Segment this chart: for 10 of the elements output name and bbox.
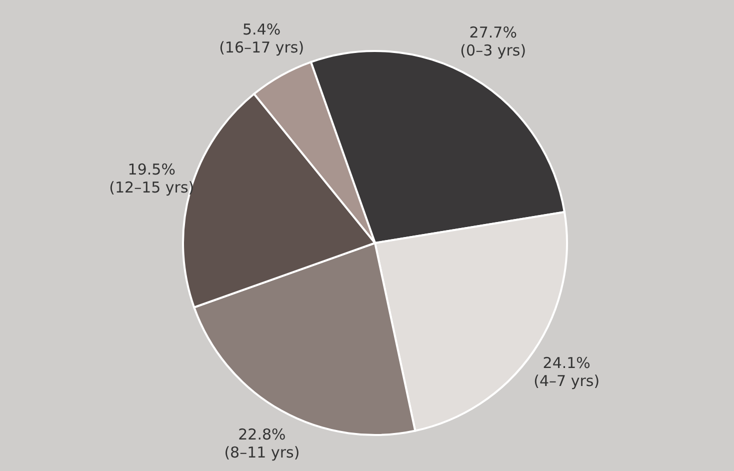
slice-label: (4–7 yrs): [534, 372, 600, 390]
slice-label: (8–11 yrs): [224, 444, 300, 462]
data-label: 22.8%: [238, 426, 286, 444]
slice-label: (12–15 yrs): [109, 178, 194, 196]
data-label: 24.1%: [542, 354, 590, 372]
slice-label: (16–17 yrs): [219, 38, 304, 57]
data-label: 19.5%: [128, 160, 176, 178]
data-label: 27.7%: [469, 23, 517, 42]
slice-label: (0–3 yrs): [460, 41, 526, 60]
data-label: 5.4%: [242, 20, 281, 39]
